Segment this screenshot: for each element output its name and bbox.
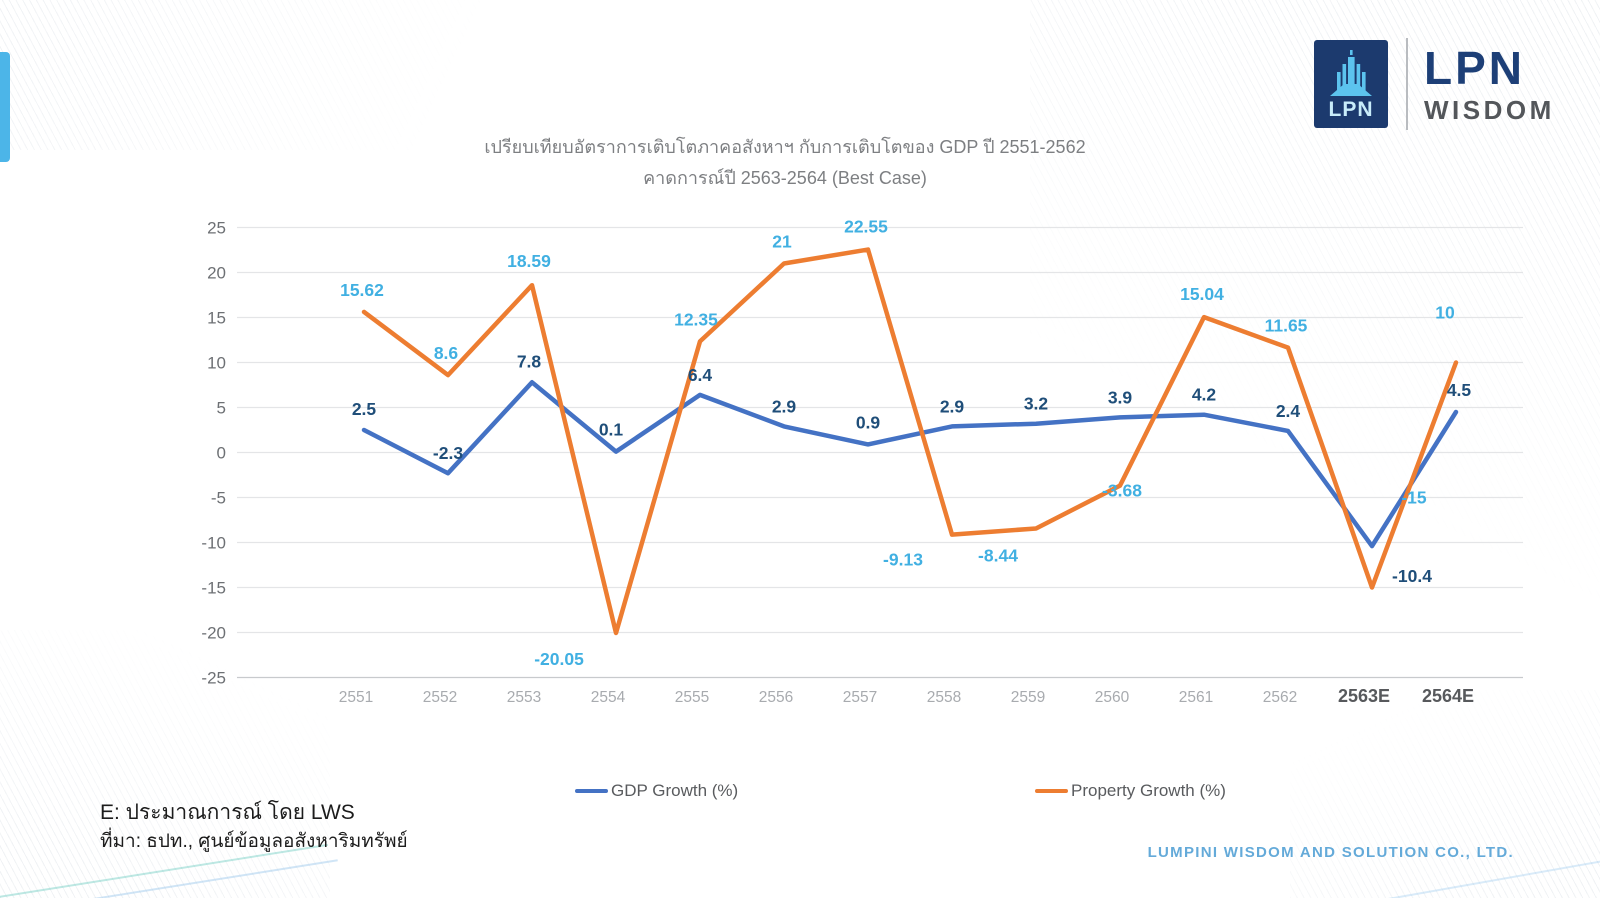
logo-wordmark: LPN WISDOM: [1424, 45, 1555, 123]
data-label: -20.05: [534, 649, 584, 669]
footnote-source: ที่มา: ธปท., ศูนย์ข้อมูลอสังหาริมทรัพย์: [100, 831, 408, 852]
lpn-wisdom-logo: LPN LPN WISDOM: [1314, 38, 1555, 130]
y-tick-label: -5: [211, 489, 226, 508]
data-label: 2.4: [1276, 401, 1301, 421]
data-label: -2.3: [433, 443, 463, 463]
data-label: 11.65: [1265, 316, 1308, 336]
data-label: 8.6: [434, 343, 459, 363]
bottom-blue-accent-line: [0, 859, 338, 898]
x-tick-label: 2561: [1179, 689, 1213, 706]
x-tick-label: 2555: [675, 689, 709, 706]
data-label: -8.44: [978, 545, 1018, 565]
data-label: 6.4: [688, 365, 713, 385]
growth-chart: 25 20 15 10 5 0 -5 -10 -15 -20 -25 2551 2552 2553 2554…: [201, 217, 1523, 706]
legend-label-gdp: GDP Growth (%): [611, 781, 739, 800]
y-tick-label: -20: [201, 624, 226, 643]
data-label: 0.9: [856, 412, 881, 432]
logo-divider: [1406, 38, 1408, 130]
lpn-logo-mark-label: LPN: [1328, 98, 1374, 121]
y-tick-label: 5: [217, 399, 226, 418]
data-label: 18.59: [507, 251, 551, 271]
lpn-logo-mark: LPN: [1314, 40, 1388, 128]
legend-label-property: Property Growth (%): [1071, 781, 1226, 800]
x-tick-label: 2562: [1263, 689, 1297, 706]
logo-word-wisdom: WISDOM: [1424, 95, 1555, 125]
x-tick-label: 2558: [927, 689, 961, 706]
legend-item-gdp: GDP Growth (%): [575, 779, 738, 803]
left-edge-blue-tab: [0, 52, 10, 162]
chart-title: เปรียบเทียบอัตราการเติบโตภาคอสังหาฯ กับก…: [0, 132, 1570, 194]
bg-stripes-top-left: [0, 0, 580, 150]
data-label: -15: [1401, 488, 1427, 508]
x-tick-label: 2557: [843, 689, 877, 706]
gdp-line-marker: [575, 788, 608, 794]
y-tick-label: 15: [207, 309, 226, 328]
x-tick-label: 2553: [507, 689, 541, 706]
logo-word-lpn: LPN: [1424, 42, 1525, 94]
data-label: 2.9: [940, 396, 965, 416]
y-tick-label: 10: [207, 354, 226, 373]
data-label: 4.2: [1192, 385, 1217, 405]
y-tick-label: -15: [201, 579, 226, 598]
data-label: -3.68: [1102, 481, 1142, 501]
x-tick-label: 2563E: [1338, 686, 1390, 706]
y-tick-label: -10: [201, 534, 226, 553]
x-tick-label: 2560: [1095, 689, 1130, 706]
gdp-growth-line: [361, 380, 1459, 549]
data-label: -9.13: [883, 550, 923, 570]
x-tick-label: 2556: [759, 689, 793, 706]
footer-company-name: LUMPINI WISDOM AND SOLUTION CO., LTD.: [1147, 844, 1514, 861]
data-label: 7.8: [517, 351, 542, 371]
footnote-estimate: E: ประมาณการณ์ โดย LWS: [100, 801, 355, 824]
data-label: 3.9: [1108, 387, 1133, 407]
data-label: 21: [772, 232, 792, 252]
chart-title-line2: คาดการณ์ปี 2563-2564 (Best Case): [643, 168, 927, 188]
property-growth-line: [361, 247, 1459, 636]
chart-legend: GDP Growth (%) Property Growth (%): [0, 779, 1600, 803]
data-label: 12.35: [674, 309, 718, 329]
x-tick-label: 2551: [339, 689, 373, 706]
x-tick-label: 2552: [423, 689, 457, 706]
data-label: 2.9: [772, 396, 797, 416]
data-label: 3.2: [1024, 394, 1049, 414]
chart-title-line1: เปรียบเทียบอัตราการเติบโตภาคอสังหาฯ กับก…: [484, 137, 1086, 157]
lpn-building-icon: [1330, 50, 1372, 96]
property-line-marker: [1035, 788, 1068, 794]
data-label: -10.4: [1392, 566, 1432, 586]
data-label: 15.04: [1180, 284, 1224, 304]
data-label: 15.62: [340, 280, 384, 300]
data-label: 2.5: [352, 399, 377, 419]
y-tick-label: 20: [207, 264, 226, 283]
y-tick-label: 0: [217, 444, 226, 463]
footnotes: E: ประมาณการณ์ โดย LWS ที่มา: ธปท., ศูนย…: [100, 798, 408, 856]
y-tick-label: 25: [207, 219, 226, 238]
data-label: 10: [1435, 303, 1455, 323]
x-tick-label: 2554: [591, 689, 626, 706]
x-tick-label: 2559: [1011, 689, 1045, 706]
legend-item-property: Property Growth (%): [1035, 779, 1226, 803]
x-tick-label: 2564E: [1422, 686, 1474, 706]
y-tick-label: -25: [201, 669, 226, 688]
data-label: 22.55: [844, 217, 888, 237]
data-label: 0.1: [599, 420, 624, 440]
data-label: 4.5: [1447, 380, 1472, 400]
